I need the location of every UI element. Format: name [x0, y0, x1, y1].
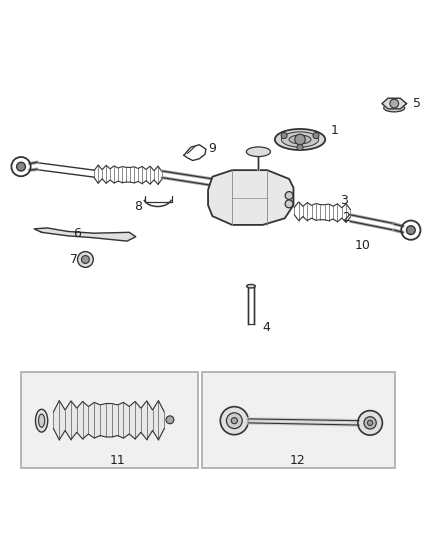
Text: 4: 4: [262, 321, 270, 334]
Text: 11: 11: [110, 454, 125, 466]
Text: 8: 8: [134, 199, 142, 213]
Text: 12: 12: [290, 454, 306, 466]
Polygon shape: [208, 170, 293, 225]
Circle shape: [406, 226, 415, 235]
Ellipse shape: [35, 409, 48, 432]
Ellipse shape: [384, 104, 405, 112]
Circle shape: [17, 162, 25, 171]
Text: 1: 1: [331, 124, 339, 137]
Text: 2: 2: [342, 211, 350, 224]
Circle shape: [295, 134, 305, 145]
Polygon shape: [382, 98, 406, 109]
Ellipse shape: [289, 135, 311, 144]
Bar: [202, 372, 395, 468]
Text: 10: 10: [355, 239, 371, 252]
Circle shape: [166, 416, 174, 424]
Text: 6: 6: [73, 227, 81, 240]
Ellipse shape: [275, 129, 325, 150]
Circle shape: [390, 99, 399, 108]
Circle shape: [231, 418, 237, 424]
Ellipse shape: [39, 414, 45, 427]
Ellipse shape: [247, 285, 255, 288]
Circle shape: [81, 255, 89, 263]
Circle shape: [358, 410, 382, 435]
Circle shape: [297, 144, 303, 150]
Circle shape: [226, 413, 242, 429]
Circle shape: [364, 417, 376, 429]
Ellipse shape: [281, 132, 319, 147]
Text: 7: 7: [71, 253, 78, 266]
Ellipse shape: [246, 147, 270, 157]
Circle shape: [220, 407, 248, 435]
Polygon shape: [34, 228, 136, 241]
Circle shape: [78, 252, 93, 268]
Text: 9: 9: [208, 142, 216, 155]
Circle shape: [367, 420, 373, 425]
Text: 5: 5: [413, 97, 421, 110]
Circle shape: [285, 191, 293, 199]
Bar: [21, 372, 198, 468]
Text: 3: 3: [340, 195, 348, 207]
Circle shape: [285, 200, 293, 208]
Circle shape: [313, 133, 319, 139]
Circle shape: [281, 133, 287, 139]
